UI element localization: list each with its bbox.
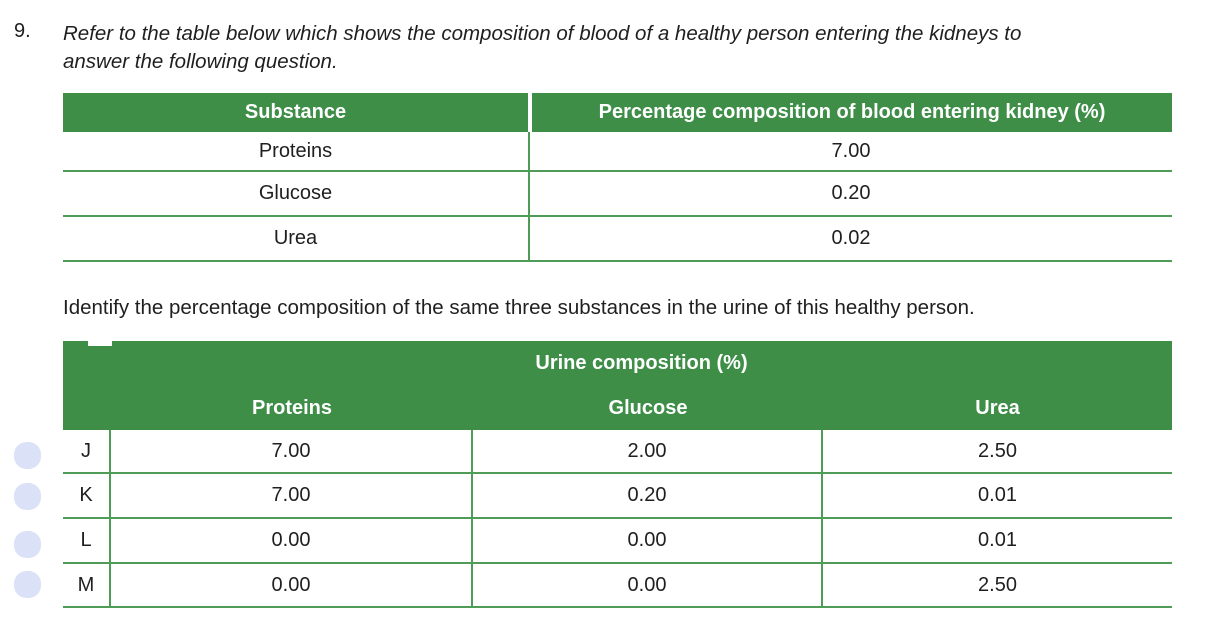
blood-composition-table: Substance Percentage composition of bloo…: [63, 93, 1172, 262]
option-label: L: [63, 519, 111, 562]
question-number: 9.: [14, 20, 31, 42]
subheader-glucose: Glucose: [608, 397, 688, 419]
answer-bubble-j[interactable]: [14, 442, 41, 469]
question-intro-line1: Refer to the table below which shows the…: [63, 22, 1022, 45]
urine-table-header: Urine composition (%) Proteins Glucose U…: [63, 341, 1172, 430]
subheader-proteins: Proteins: [251, 397, 333, 419]
question-intro: Refer to the table below which shows the…: [63, 20, 1021, 76]
substance-cell: Urea: [63, 217, 530, 260]
table-row-glucose: Glucose 0.20: [63, 172, 1172, 217]
glucose-cell: 2.00: [473, 430, 823, 472]
subheader-spacer: [63, 397, 111, 420]
option-row-l: L 0.00 0.00 0.01: [63, 519, 1172, 564]
header-notch: [88, 341, 112, 346]
substance-cell: Glucose: [63, 172, 530, 215]
urine-composition-table: Urine composition (%) Proteins Glucose U…: [63, 341, 1172, 608]
urine-table-title: Urine composition (%): [535, 352, 748, 374]
value-cell: 7.00: [831, 139, 871, 162]
option-row-j: J 7.00 2.00 2.50: [63, 430, 1172, 474]
option-label: K: [63, 474, 111, 517]
question-prompt: Identify the percentage composition of t…: [63, 296, 975, 319]
question-intro-line2: answer the following question.: [63, 50, 338, 73]
urea-cell: 0.01: [978, 529, 1017, 551]
answer-bubble-m[interactable]: [14, 571, 41, 598]
value-cell: 0.02: [831, 227, 871, 249]
proteins-cell: 7.00: [111, 474, 473, 517]
subheader-urea: Urea: [975, 397, 1020, 419]
proteins-cell: 0.00: [111, 519, 473, 562]
option-row-m: M 0.00 0.00 2.50: [63, 564, 1172, 608]
blood-table-header-substance: Substance: [63, 93, 528, 132]
urea-cell: 2.50: [978, 439, 1017, 462]
answer-bubble-l[interactable]: [14, 531, 41, 558]
blood-table-header-row: Substance Percentage composition of bloo…: [63, 93, 1172, 132]
blood-table-header-percentage: Percentage composition of blood entering…: [532, 93, 1172, 132]
answer-bubble-k[interactable]: [14, 483, 41, 510]
glucose-cell: 0.20: [473, 474, 823, 517]
urea-cell: 0.01: [978, 484, 1017, 506]
substance-cell: Proteins: [63, 132, 530, 170]
option-label: J: [63, 430, 111, 472]
option-label: M: [63, 564, 111, 606]
glucose-cell: 0.00: [473, 564, 823, 606]
value-cell: 0.20: [831, 182, 871, 204]
header-divider: [528, 93, 532, 132]
proteins-cell: 0.00: [111, 564, 473, 606]
proteins-cell: 7.00: [111, 430, 473, 472]
table-row-proteins: Proteins 7.00: [63, 132, 1172, 172]
table-row-urea: Urea 0.02: [63, 217, 1172, 262]
urea-cell: 2.50: [978, 573, 1017, 596]
glucose-cell: 0.00: [473, 519, 823, 562]
option-row-k: K 7.00 0.20 0.01: [63, 474, 1172, 519]
urine-table-subheader-row: Proteins Glucose Urea: [63, 397, 1172, 420]
